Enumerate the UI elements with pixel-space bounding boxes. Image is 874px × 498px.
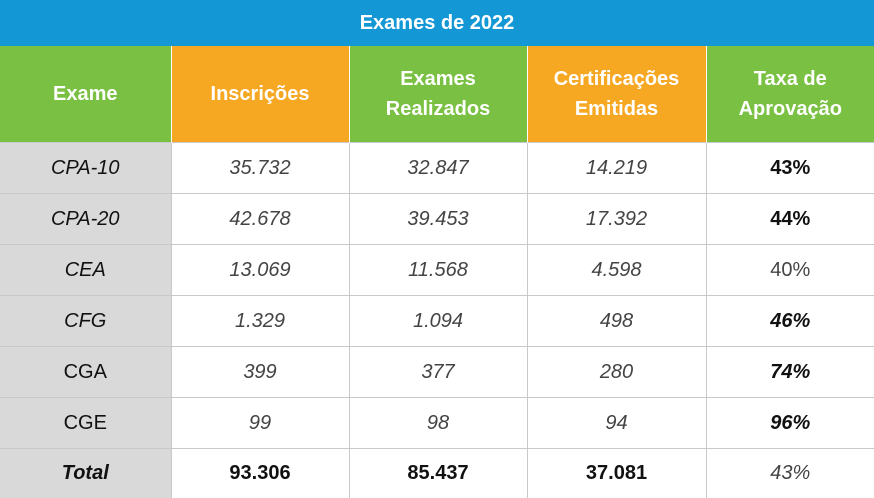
header-inscricoes-label: Inscrições (211, 83, 310, 105)
cell-inscricoes: 42.678 (171, 194, 349, 245)
exam-table: Exame Inscrições Exames Realizados Certi… (0, 46, 874, 498)
header-certificacoes-emitidas: Certificações Emitidas (527, 46, 706, 143)
cell-taxa: 46% (706, 296, 874, 347)
cell-realizados: 85.437 (349, 449, 527, 498)
cell-realizados: 11.568 (349, 245, 527, 296)
cell-exame: Total (0, 449, 171, 498)
cell-emitidas: 4.598 (527, 245, 706, 296)
header-exame-label: Exame (53, 83, 118, 105)
cell-realizados: 377 (349, 347, 527, 398)
header-taxa-aprovacao: Taxa de Aprovação (706, 46, 874, 143)
cell-taxa: 43% (706, 143, 874, 194)
header-inscricoes: Inscrições (171, 46, 349, 143)
cell-exame: CFG (0, 296, 171, 347)
cell-exame: CGA (0, 347, 171, 398)
table-row-cge: CGE 99 98 94 96% (0, 398, 874, 449)
header-taxa-line2: Aprovação (739, 98, 842, 120)
cell-taxa: 43% (706, 449, 874, 498)
cell-exame: CPA-10 (0, 143, 171, 194)
cell-inscricoes: 1.329 (171, 296, 349, 347)
cell-inscricoes: 93.306 (171, 449, 349, 498)
cell-realizados: 1.094 (349, 296, 527, 347)
table-row-cpa-20: CPA-20 42.678 39.453 17.392 44% (0, 194, 874, 245)
header-realizados-line1: Exames (400, 68, 476, 90)
cell-inscricoes: 399 (171, 347, 349, 398)
cell-inscricoes: 99 (171, 398, 349, 449)
header-exames-realizados: Exames Realizados (349, 46, 527, 143)
header-row: Exame Inscrições Exames Realizados Certi… (0, 46, 874, 143)
cell-realizados: 98 (349, 398, 527, 449)
cell-emitidas: 280 (527, 347, 706, 398)
cell-taxa: 74% (706, 347, 874, 398)
table-row-cga: CGA 399 377 280 74% (0, 347, 874, 398)
cell-emitidas: 498 (527, 296, 706, 347)
table-row-cfg: CFG 1.329 1.094 498 46% (0, 296, 874, 347)
cell-emitidas: 94 (527, 398, 706, 449)
table-title: Exames de 2022 (0, 0, 874, 46)
cell-exame: CPA-20 (0, 194, 171, 245)
cell-emitidas: 37.081 (527, 449, 706, 498)
cell-taxa: 44% (706, 194, 874, 245)
header-realizados-line2: Realizados (386, 98, 490, 120)
header-exame: Exame (0, 46, 171, 143)
table-row-cea: CEA 13.069 11.568 4.598 40% (0, 245, 874, 296)
cell-taxa: 96% (706, 398, 874, 449)
cell-inscricoes: 35.732 (171, 143, 349, 194)
header-emitidas-line1: Certificações (554, 68, 680, 90)
table-row-cpa-10: CPA-10 35.732 32.847 14.219 43% (0, 143, 874, 194)
cell-realizados: 32.847 (349, 143, 527, 194)
cell-exame: CEA (0, 245, 171, 296)
header-taxa-line1: Taxa de (754, 68, 827, 90)
cell-exame: CGE (0, 398, 171, 449)
table-row-total: Total 93.306 85.437 37.081 43% (0, 449, 874, 498)
cell-realizados: 39.453 (349, 194, 527, 245)
header-emitidas-line2: Emitidas (575, 98, 658, 120)
cell-inscricoes: 13.069 (171, 245, 349, 296)
cell-taxa: 40% (706, 245, 874, 296)
cell-emitidas: 14.219 (527, 143, 706, 194)
cell-emitidas: 17.392 (527, 194, 706, 245)
